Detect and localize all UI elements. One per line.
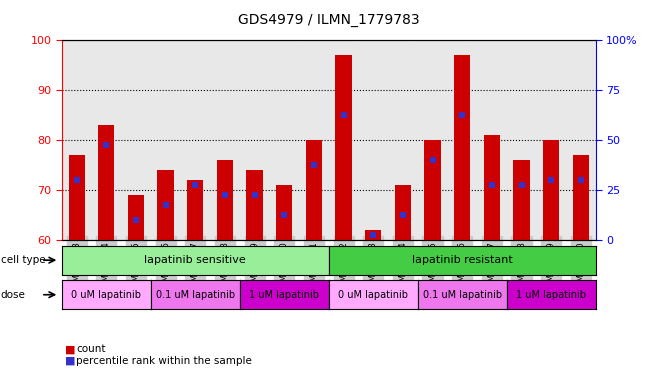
Text: ■: ■ <box>65 356 76 366</box>
Bar <box>365 230 381 240</box>
Text: GDS4979 / ILMN_1779783: GDS4979 / ILMN_1779783 <box>238 13 419 27</box>
Bar <box>276 185 292 240</box>
Text: count: count <box>76 344 105 354</box>
Bar <box>187 180 204 240</box>
Bar <box>128 195 144 240</box>
Text: ■: ■ <box>65 344 76 354</box>
Bar <box>514 160 530 240</box>
Bar <box>98 125 115 240</box>
Text: 0 uM lapatinib: 0 uM lapatinib <box>72 290 141 300</box>
Text: lapatinib sensitive: lapatinib sensitive <box>145 255 246 265</box>
Bar <box>247 170 263 240</box>
Text: percentile rank within the sample: percentile rank within the sample <box>76 356 252 366</box>
Bar <box>484 135 500 240</box>
Bar <box>68 155 85 240</box>
Bar <box>158 170 174 240</box>
Text: 0.1 uM lapatinib: 0.1 uM lapatinib <box>156 290 235 300</box>
Bar <box>573 155 589 240</box>
Bar <box>395 185 411 240</box>
Text: dose: dose <box>1 290 25 300</box>
Bar <box>306 140 322 240</box>
Text: 0.1 uM lapatinib: 0.1 uM lapatinib <box>422 290 502 300</box>
Text: 1 uM lapatinib: 1 uM lapatinib <box>516 290 586 300</box>
Bar <box>543 140 559 240</box>
Bar <box>335 55 352 240</box>
Text: cell type: cell type <box>1 255 46 265</box>
Bar <box>217 160 233 240</box>
Bar <box>454 55 471 240</box>
Text: 0 uM lapatinib: 0 uM lapatinib <box>339 290 408 300</box>
Text: lapatinib resistant: lapatinib resistant <box>412 255 512 265</box>
Bar <box>424 140 441 240</box>
Text: 1 uM lapatinib: 1 uM lapatinib <box>249 290 319 300</box>
